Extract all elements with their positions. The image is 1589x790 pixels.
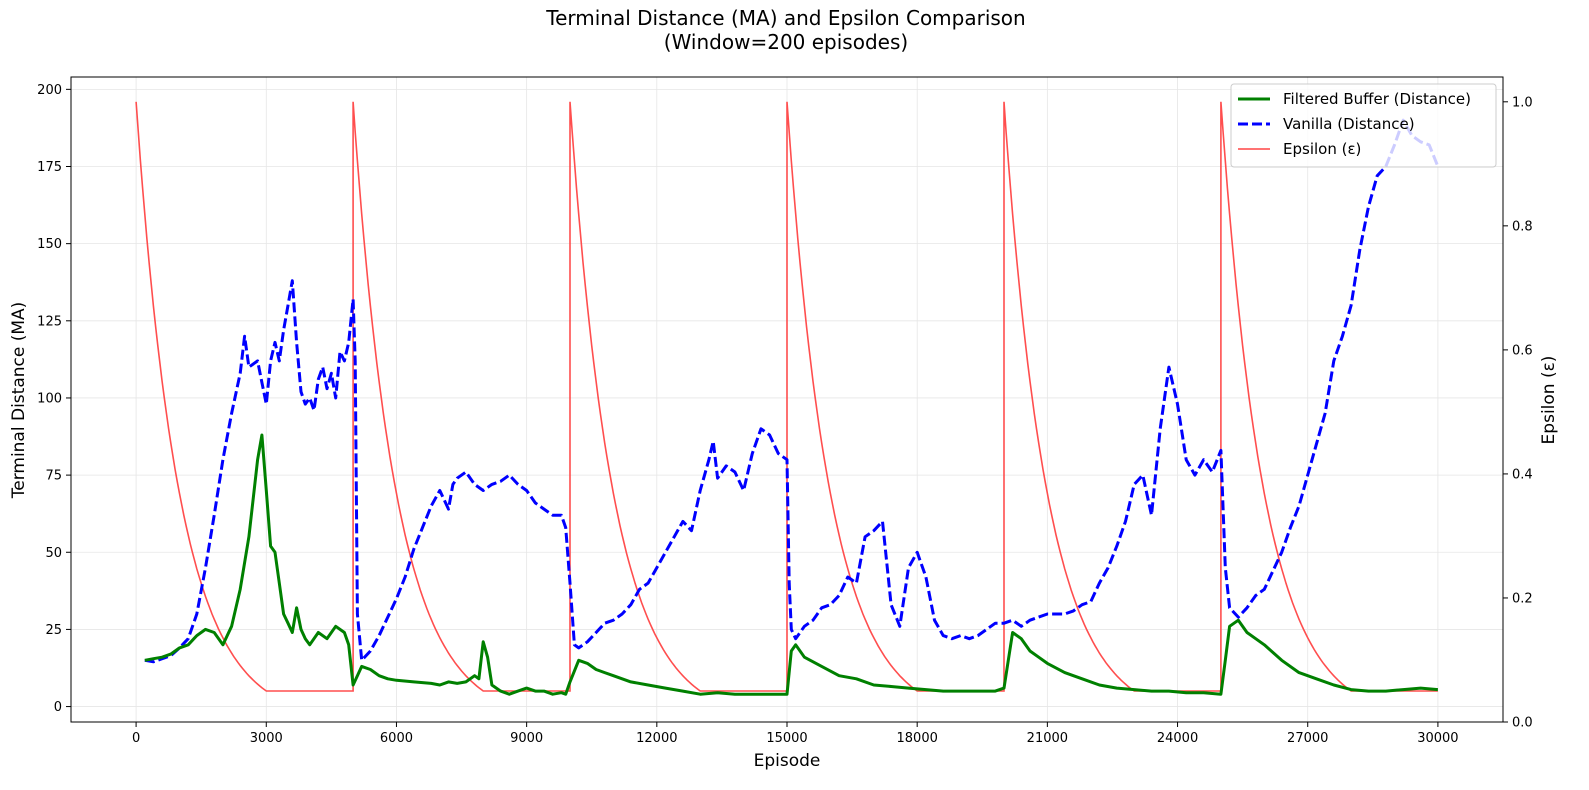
- y-axis-left: 0 25 50 75 100 125 150 175 200: [37, 83, 71, 715]
- series-line-vanilla: [144, 118, 1440, 664]
- x-tick-label: 3000: [250, 731, 283, 746]
- legend-box: [1230, 83, 1497, 168]
- x-tick-label: 6000: [380, 731, 413, 746]
- y2-tick-label: 0.4: [1512, 467, 1533, 482]
- y2-axis-label: Epsilon (ε): [1539, 356, 1559, 445]
- y-tick-label: 100: [37, 391, 62, 406]
- legend-label-epsilon: Epsilon (ε): [1283, 140, 1361, 158]
- x-tick-label: 24000: [1157, 731, 1198, 746]
- x-tick-label: 15000: [766, 731, 807, 746]
- y2-tick-label: 0.6: [1512, 343, 1533, 358]
- series-line-epsilon: [135, 101, 1438, 692]
- series-layer: [135, 101, 1440, 696]
- x-axis-label: Episode: [754, 751, 821, 771]
- y-tick-label: 175: [37, 160, 62, 175]
- y-tick-label: 200: [37, 83, 62, 98]
- y-tick-label: 150: [37, 237, 62, 252]
- x-tick-label: 9000: [510, 731, 543, 746]
- x-tick-label: 27000: [1287, 731, 1328, 746]
- y-axis-right: 0.0 0.2 0.4 0.6 0.8 1.0: [1503, 95, 1533, 731]
- y-tick-label: 50: [45, 546, 62, 561]
- y2-tick-label: 0.2: [1512, 591, 1533, 606]
- x-tick-label: 30000: [1417, 731, 1458, 746]
- x-tick-label: 12000: [636, 731, 677, 746]
- chart-title-line-1: Terminal Distance (MA) and Epsilon Compa…: [545, 6, 1025, 30]
- y2-tick-label: 1.0: [1512, 95, 1533, 110]
- legend-label-vanilla: Vanilla (Distance): [1283, 115, 1415, 133]
- chart-title-line-2: (Window=200 episodes): [664, 30, 908, 54]
- legend-label-filtered: Filtered Buffer (Distance): [1283, 90, 1471, 108]
- x-axis: 0 3000 6000 9000 12000 15000 18000 21000 24000 27…: [132, 722, 1459, 746]
- y2-tick-label: 0.0: [1512, 716, 1533, 731]
- series-line-filtered: [144, 433, 1439, 696]
- y2-tick-label: 0.8: [1512, 219, 1533, 234]
- y-tick-label: 25: [45, 623, 62, 638]
- y-tick-label: 0: [54, 700, 62, 715]
- y-tick-label: 75: [45, 469, 62, 484]
- x-tick-label: 21000: [1027, 731, 1068, 746]
- legend: Filtered Buffer (Distance) Vanilla (Dist…: [1230, 83, 1497, 168]
- x-tick-label: 0: [132, 731, 140, 746]
- y-axis-label: Terminal Distance (MA): [9, 302, 29, 500]
- y-tick-label: 125: [37, 314, 62, 329]
- x-tick-label: 18000: [897, 731, 938, 746]
